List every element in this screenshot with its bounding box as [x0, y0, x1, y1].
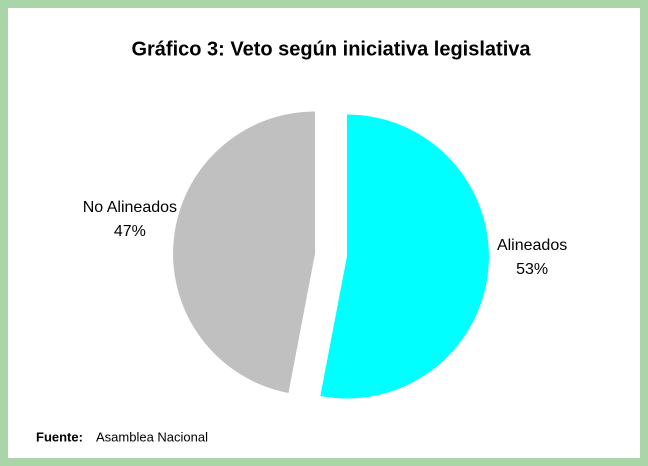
slice-label: No Alineados — [83, 199, 177, 216]
chart-title: Gráfico 3: Veto según iniciativa legisla… — [131, 38, 531, 60]
slice-value-label: 53% — [516, 261, 548, 278]
source-label: Fuente: — [36, 429, 83, 444]
pie-slice — [173, 111, 316, 393]
slice-label: Alineados — [497, 237, 567, 254]
slice-value-label: 47% — [114, 223, 146, 240]
pie-slice — [320, 114, 489, 399]
source: Asamblea Nacional — [96, 429, 208, 444]
